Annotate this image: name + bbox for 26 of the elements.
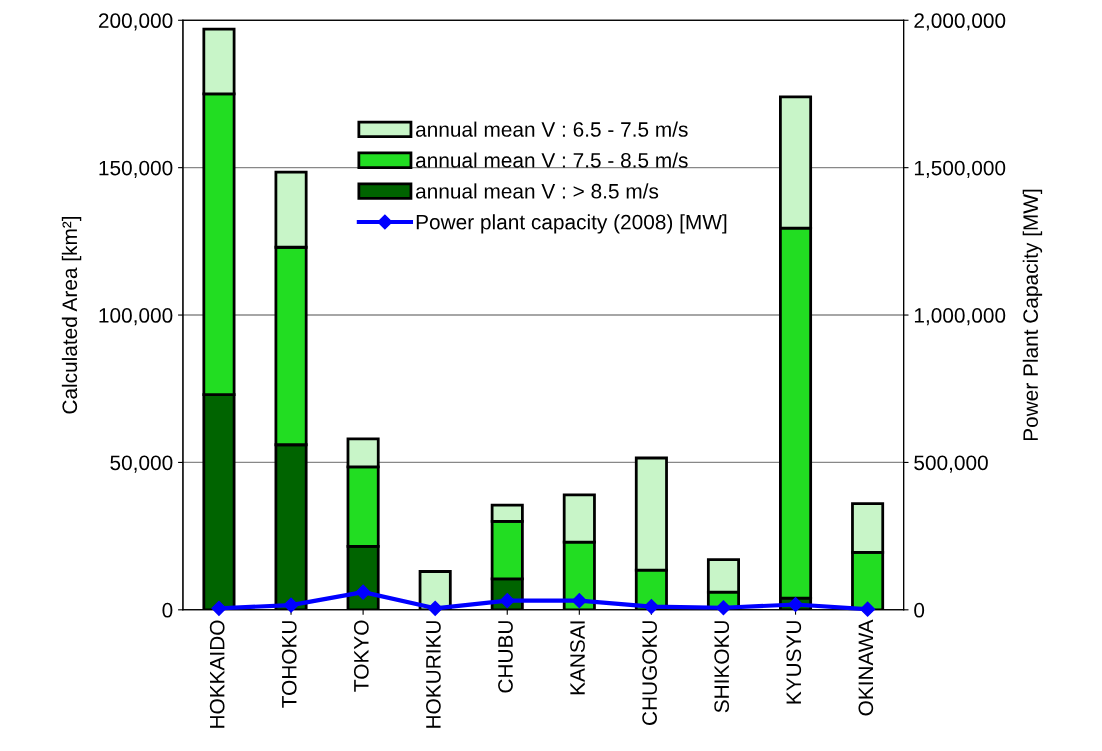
x-tick-label: HOKURIKU bbox=[426, 621, 441, 728]
y-tick-label: 150,000 bbox=[99, 160, 173, 178]
x-tick-label: TOKYO bbox=[353, 620, 369, 692]
y2-tick-label: 2,000,000 bbox=[914, 13, 1006, 31]
y-tick-label: 50,000 bbox=[110, 455, 173, 473]
x-tick-label: KYUSYU bbox=[786, 621, 802, 704]
y2-tick-label: 500,000 bbox=[914, 455, 988, 473]
legend-label: annual mean V : 6.5 - 7.5 m/s bbox=[415, 121, 688, 137]
legend-label: Power plant capacity (2008) [MW] bbox=[416, 214, 727, 234]
x-tick-label: OKINAWA bbox=[858, 619, 874, 716]
x-tick-label: KANSAI bbox=[570, 621, 585, 695]
y-tick-label: 100,000 bbox=[99, 308, 173, 326]
y2-tick-label: 1,500,000 bbox=[914, 160, 1006, 178]
legend-label: annual mean V : > 8.5 m/s bbox=[415, 183, 659, 199]
y-tick-label: 0 bbox=[162, 602, 173, 618]
legend-label: annual mean V : 7.5 - 8.5 m/s bbox=[415, 152, 688, 168]
x-tick-label: SHIKOKU bbox=[714, 621, 730, 713]
x-tick-label: TOHOKU bbox=[281, 621, 297, 708]
y2-tick-label: 1,000,000 bbox=[914, 308, 1006, 326]
x-tick-label: HOKKAIDO bbox=[209, 620, 225, 728]
x-tick-label: CHUBU bbox=[498, 621, 513, 693]
y-tick-label: 200,000 bbox=[98, 13, 173, 31]
y2-tick-label: 0 bbox=[914, 602, 925, 618]
y2-axis-title: Power Plant Capacity [MW] bbox=[1022, 189, 1043, 441]
y-axis-title: Calculated Area [km²] bbox=[61, 216, 82, 414]
x-tick-label: CHUGOKU bbox=[642, 621, 657, 725]
